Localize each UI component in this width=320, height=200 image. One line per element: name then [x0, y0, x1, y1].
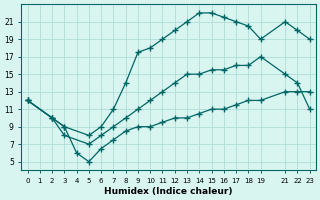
X-axis label: Humidex (Indice chaleur): Humidex (Indice chaleur)	[104, 187, 233, 196]
